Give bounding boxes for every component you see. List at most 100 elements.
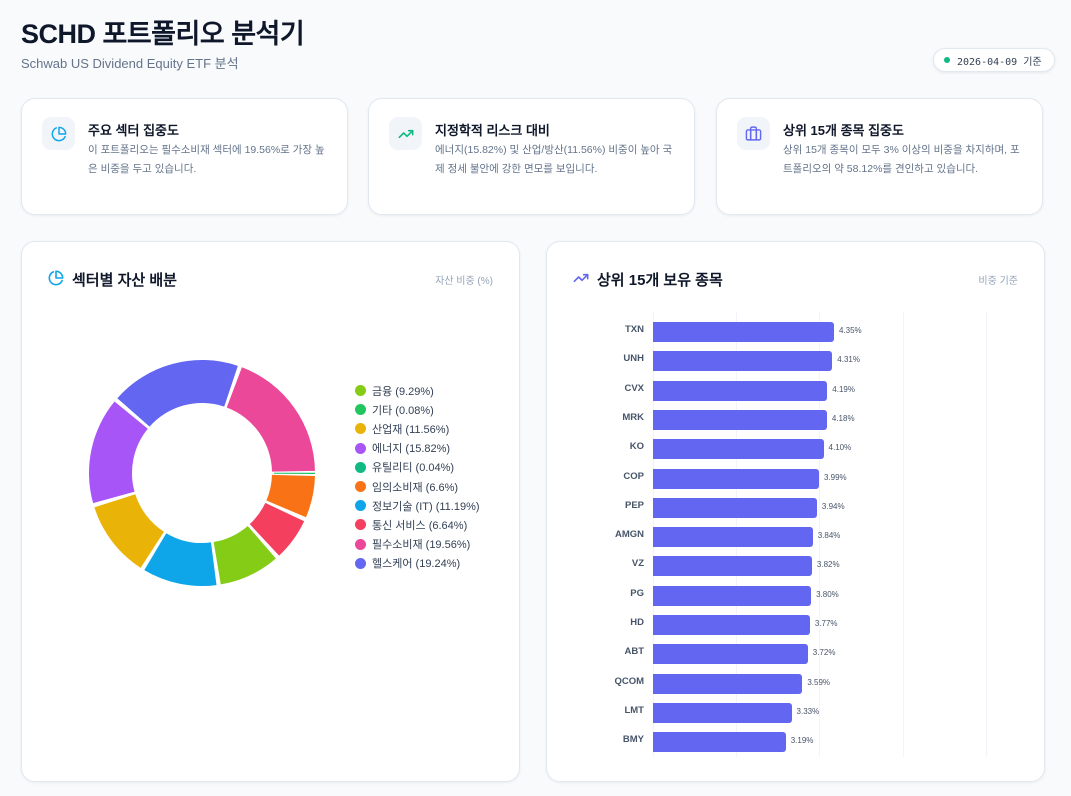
bar-row: BMY 3.19% bbox=[547, 728, 1044, 757]
donut-slice[interactable] bbox=[117, 360, 238, 427]
legend-label: 에너지 (15.82%) bbox=[372, 443, 451, 456]
bar-row: MRK 4.18% bbox=[547, 406, 1044, 435]
legend-item[interactable]: 유틸리티 (0.04%) bbox=[355, 458, 480, 477]
bar-value-label: 3.19% bbox=[790, 736, 814, 746]
bar[interactable] bbox=[653, 644, 808, 665]
panel-title: 상위 15개 보유 종목 bbox=[573, 269, 723, 290]
bar[interactable] bbox=[653, 322, 834, 342]
bar-value-label: 3.99% bbox=[823, 472, 847, 482]
page-title: SCHD 포트폴리오 분석기 bbox=[21, 19, 305, 49]
legend-label: 금융 (9.29%) bbox=[372, 385, 434, 398]
bar-row: CVX 4.19% bbox=[547, 377, 1044, 406]
bar[interactable] bbox=[653, 468, 819, 489]
pie-chart-icon bbox=[42, 117, 75, 150]
bar-row: HD 3.77% bbox=[547, 611, 1044, 640]
donut-slice[interactable] bbox=[226, 367, 315, 472]
info-card-description: 에너지(15.82%) 및 산업/방산(11.56%) 비중이 높아 국제 정세… bbox=[435, 144, 673, 175]
page-header: SCHD 포트폴리오 분석기 Schwab US Dividend Equity… bbox=[21, 16, 305, 72]
legend-swatch-icon bbox=[355, 519, 366, 531]
bar[interactable] bbox=[653, 351, 833, 372]
bar-row: AMGN 3.84% bbox=[547, 523, 1044, 552]
legend-swatch-icon bbox=[355, 442, 366, 454]
holdings-bar-chart: TXN 4.35% UNH 4.31% CVX 4.19% MRK 4.18% KO 4.10% C… bbox=[547, 242, 1044, 781]
legend-label: 정보기술 (IT) (11.19%) bbox=[372, 500, 480, 513]
pie-chart-icon bbox=[48, 270, 64, 290]
bar[interactable] bbox=[653, 439, 824, 460]
legend-swatch-icon bbox=[355, 500, 366, 512]
bar-label: MRK bbox=[622, 411, 644, 423]
legend-item[interactable]: 헬스케어 (19.24%) bbox=[355, 554, 480, 573]
legend-label: 기타 (0.08%) bbox=[372, 404, 434, 417]
briefcase-icon bbox=[737, 117, 770, 150]
info-card-title: 지정학적 리스크 대비 bbox=[435, 123, 550, 138]
bar-label: KO bbox=[629, 441, 644, 453]
legend-swatch-icon bbox=[355, 481, 366, 493]
bar[interactable] bbox=[653, 380, 828, 401]
bar-value-label: 4.18% bbox=[831, 413, 855, 423]
bar-row: QCOM 3.59% bbox=[547, 670, 1044, 699]
bar-value-label: 3.72% bbox=[812, 648, 836, 658]
bar[interactable] bbox=[653, 615, 810, 635]
legend-swatch-icon bbox=[355, 385, 366, 397]
trending-up-icon bbox=[573, 270, 589, 290]
status-dot-icon bbox=[944, 57, 950, 63]
legend-item[interactable]: 정보기술 (IT) (11.19%) bbox=[355, 496, 480, 515]
grid-line bbox=[902, 312, 904, 757]
legend-label: 필수소비재 (19.56%) bbox=[372, 539, 471, 552]
legend-label: 유틸리티 (0.04%) bbox=[372, 462, 455, 475]
bar[interactable] bbox=[653, 409, 827, 430]
bar[interactable] bbox=[653, 673, 803, 694]
bar[interactable] bbox=[653, 527, 813, 548]
bar-label: CVX bbox=[624, 382, 644, 394]
panel-subtitle: 비중 기준 bbox=[978, 276, 1018, 287]
legend-label: 임의소비재 (6.6%) bbox=[372, 481, 459, 494]
sector-legend: 금융 (9.29%) 기타 (0.08%) 산업재 (11.56%) 에너지 (15.… bbox=[355, 381, 480, 573]
bar-label: COP bbox=[623, 470, 644, 482]
legend-item[interactable]: 금융 (9.29%) bbox=[355, 381, 480, 400]
legend-item[interactable]: 임의소비재 (6.6%) bbox=[355, 477, 480, 496]
bar[interactable] bbox=[653, 585, 812, 606]
info-card-geopolitical-risk: 지정학적 리스크 대비 에너지(15.82%) 및 산업/방산(11.56%) … bbox=[368, 98, 695, 215]
bar-label: LMT bbox=[624, 704, 644, 716]
bar[interactable] bbox=[653, 732, 786, 753]
bar-value-label: 3.59% bbox=[807, 677, 831, 687]
donut-slice[interactable] bbox=[213, 525, 276, 585]
legend-swatch-icon bbox=[355, 404, 366, 416]
bar-value-label: 4.19% bbox=[832, 384, 855, 394]
legend-label: 통신 서비스 (6.64%) bbox=[372, 519, 468, 532]
bar-label: PEP bbox=[624, 499, 644, 511]
bar[interactable] bbox=[653, 497, 817, 518]
bar[interactable] bbox=[653, 556, 812, 577]
donut-slice[interactable] bbox=[89, 401, 148, 504]
donut-slice[interactable] bbox=[266, 474, 315, 518]
bar-label: HD bbox=[630, 617, 644, 628]
bar-value-label: 4.35% bbox=[838, 326, 862, 335]
legend-swatch-icon bbox=[355, 557, 366, 569]
donut-slice[interactable] bbox=[94, 494, 164, 568]
panel-title-text: 섹터별 자산 배분 bbox=[72, 272, 177, 289]
bar-label: PG bbox=[630, 587, 644, 599]
donut-slice[interactable] bbox=[249, 502, 305, 556]
bar-value-label: 3.82% bbox=[816, 560, 840, 570]
bar-label: BMY bbox=[622, 734, 644, 746]
panel-title-text: 상위 15개 보유 종목 bbox=[597, 272, 723, 289]
info-card-title: 상위 15개 종목 집중도 bbox=[783, 123, 904, 138]
bar-row: VZ 3.82% bbox=[547, 552, 1044, 581]
bar-value-label: 4.31% bbox=[837, 355, 860, 365]
legend-item[interactable]: 에너지 (15.82%) bbox=[355, 439, 480, 458]
page-subtitle: Schwab US Dividend Equity ETF 분석 bbox=[21, 56, 239, 71]
legend-item[interactable]: 기타 (0.08%) bbox=[355, 400, 480, 419]
legend-swatch-icon bbox=[355, 538, 366, 550]
bar-row: UNH 4.31% bbox=[547, 347, 1044, 376]
legend-item[interactable]: 통신 서비스 (6.64%) bbox=[355, 515, 480, 534]
donut-slice[interactable] bbox=[144, 533, 217, 586]
legend-item[interactable]: 산업재 (11.56%) bbox=[355, 419, 480, 438]
top-holdings-panel: 상위 15개 보유 종목 비중 기준 TXN 4.35% UNH 4.31% CVX 4.… bbox=[546, 241, 1045, 782]
bar-row: TXN 4.35% bbox=[547, 318, 1044, 347]
info-card-title: 주요 섹터 집중도 bbox=[88, 123, 179, 138]
legend-label: 산업재 (11.56%) bbox=[372, 423, 450, 436]
info-card-description: 이 포트폴리오는 필수소비재 섹터에 19.56%로 가장 높은 비중을 두고 … bbox=[88, 144, 325, 175]
bar-row: COP 3.99% bbox=[547, 465, 1044, 494]
bar[interactable] bbox=[653, 702, 792, 723]
legend-item[interactable]: 필수소비재 (19.56%) bbox=[355, 535, 480, 554]
